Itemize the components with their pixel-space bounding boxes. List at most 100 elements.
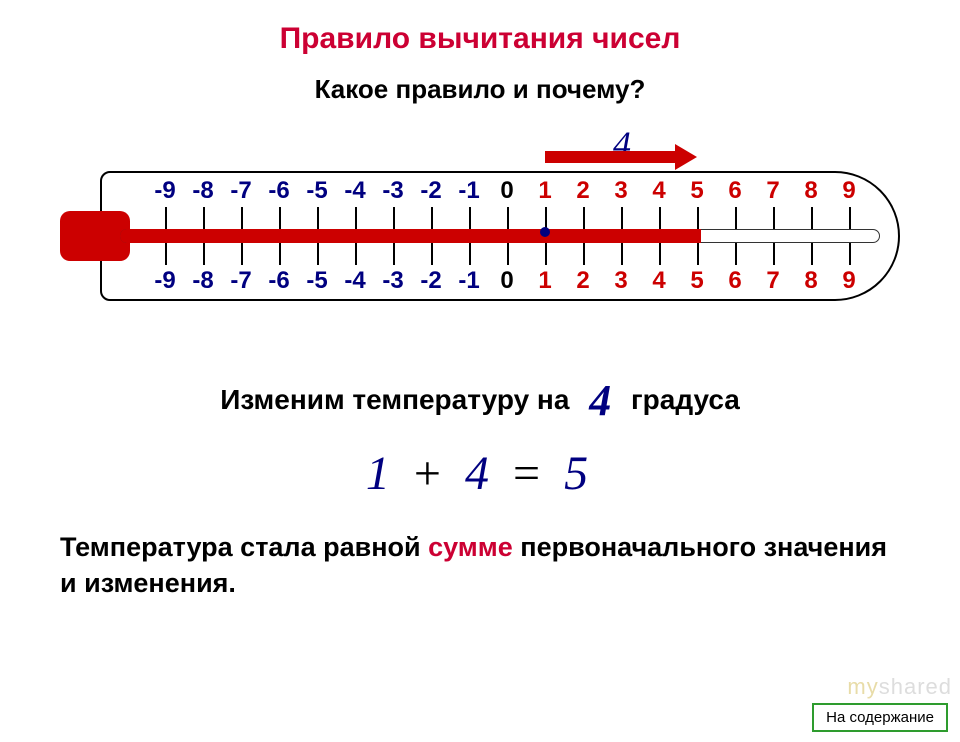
scale-number-top: -6 — [268, 177, 289, 205]
scale-number-bottom: 8 — [804, 267, 817, 295]
equation-b: 4 — [465, 447, 495, 500]
equation-a: 1 — [366, 447, 396, 500]
scale-number-top: 6 — [728, 177, 741, 205]
page-subtitle: Какое правило и почему? — [0, 74, 960, 105]
scale-number-bottom: -7 — [230, 267, 251, 295]
tick-top — [773, 207, 775, 229]
scale-number-bottom: 7 — [766, 267, 779, 295]
scale-number-top: 9 — [842, 177, 855, 205]
page-title: Правило вычитания чисел — [0, 22, 960, 56]
conclusion-part1: Температура стала равной — [60, 532, 428, 562]
tick-bottom — [469, 243, 471, 265]
watermark-b: shared — [879, 674, 952, 699]
tick-bottom — [317, 243, 319, 265]
thermometer-body: -9-9-8-8-7-7-6-6-5-5-4-4-3-3-2-2-1-10011… — [60, 171, 900, 301]
scale-number-top: 7 — [766, 177, 779, 205]
scale-number-bottom: -6 — [268, 267, 289, 295]
tick-bottom — [203, 243, 205, 265]
tick-top — [621, 207, 623, 229]
scale-number-top: 0 — [500, 177, 513, 205]
scale-number-bottom: -8 — [192, 267, 213, 295]
tick-bottom — [811, 243, 813, 265]
scale-number-top: -8 — [192, 177, 213, 205]
scale-number-top: -9 — [154, 177, 175, 205]
scale-number-top: 8 — [804, 177, 817, 205]
tick-bottom — [773, 243, 775, 265]
scale-number-bottom: -2 — [420, 267, 441, 295]
scale-number-bottom: -4 — [344, 267, 365, 295]
scale-number-top: -1 — [458, 177, 479, 205]
tick-top — [583, 207, 585, 229]
tick-bottom — [507, 243, 509, 265]
tick-top — [317, 207, 319, 229]
sentence-prefix: Изменим температуру на — [220, 384, 569, 415]
arrow-stem-icon — [545, 151, 675, 163]
tick-bottom — [621, 243, 623, 265]
scale-number-bottom: 3 — [614, 267, 627, 295]
tick-bottom — [849, 243, 851, 265]
tick-top — [735, 207, 737, 229]
tick-top — [393, 207, 395, 229]
scale-number-bottom: 1 — [538, 267, 551, 295]
scale-number-bottom: 9 — [842, 267, 855, 295]
scale-number-top: -3 — [382, 177, 403, 205]
scale-number-top: 3 — [614, 177, 627, 205]
scale-number-bottom: -3 — [382, 267, 403, 295]
tick-bottom — [355, 243, 357, 265]
scale-number-bottom: 4 — [652, 267, 665, 295]
conclusion-text: Температура стала равной сумме первонача… — [60, 529, 900, 602]
tick-bottom — [279, 243, 281, 265]
tick-top — [241, 207, 243, 229]
tick-top — [165, 207, 167, 229]
conclusion-highlight: сумме — [428, 532, 513, 562]
tick-bottom — [659, 243, 661, 265]
arrow-head-icon — [675, 144, 697, 170]
watermark-a: my — [847, 674, 878, 699]
tick-bottom — [241, 243, 243, 265]
tick-top — [849, 207, 851, 229]
tick-bottom — [697, 243, 699, 265]
tick-bottom — [431, 243, 433, 265]
equation-result: 5 — [564, 447, 594, 500]
scale-number-bottom: -1 — [458, 267, 479, 295]
scale-number-top: 5 — [690, 177, 703, 205]
thermometer-diagram: 4 -9 -9 -8 -8 -7 -7 -6 -6 -5 -5 -4 -4 -3 -3 -2 -2 -1 -1 0 0… — [40, 125, 920, 335]
scale-number-bottom: -5 — [306, 267, 327, 295]
tick-top — [811, 207, 813, 229]
scale-number-top: -5 — [306, 177, 327, 205]
start-dot — [540, 227, 550, 237]
scale-number-top: -7 — [230, 177, 251, 205]
sentence-change: Изменим температуру на 4 градуса — [0, 375, 960, 426]
scale-number-bottom: 2 — [576, 267, 589, 295]
scale-number-bottom: 0 — [500, 267, 513, 295]
equation-op: + — [414, 447, 447, 500]
scale-number-top: -4 — [344, 177, 365, 205]
tick-top — [431, 207, 433, 229]
tick-bottom — [545, 243, 547, 265]
scale-number-top: 1 — [538, 177, 551, 205]
tick-bottom — [583, 243, 585, 265]
tick-bottom — [393, 243, 395, 265]
equation-eq: = — [513, 447, 546, 500]
sentence-suffix: градуса — [631, 384, 740, 415]
tick-top — [697, 207, 699, 229]
watermark: myshared — [847, 674, 952, 700]
equation: 1 + 4 = 5 — [0, 446, 960, 501]
tick-top — [469, 207, 471, 229]
scale-number-top: -2 — [420, 177, 441, 205]
tick-top — [507, 207, 509, 229]
tick-bottom — [735, 243, 737, 265]
scale-number-top: 2 — [576, 177, 589, 205]
scale-number-bottom: -9 — [154, 267, 175, 295]
scale-ticks: -9-9-8-8-7-7-6-6-5-5-4-4-3-3-2-2-1-10011… — [60, 171, 900, 301]
tick-top — [203, 207, 205, 229]
tick-top — [279, 207, 281, 229]
sentence-number: 4 — [577, 376, 623, 425]
tick-top — [659, 207, 661, 229]
scale-number-top: 4 — [652, 177, 665, 205]
tick-top — [355, 207, 357, 229]
scale-number-bottom: 6 — [728, 267, 741, 295]
toc-button[interactable]: На содержание — [812, 703, 948, 732]
scale-number-bottom: 5 — [690, 267, 703, 295]
tick-bottom — [165, 243, 167, 265]
